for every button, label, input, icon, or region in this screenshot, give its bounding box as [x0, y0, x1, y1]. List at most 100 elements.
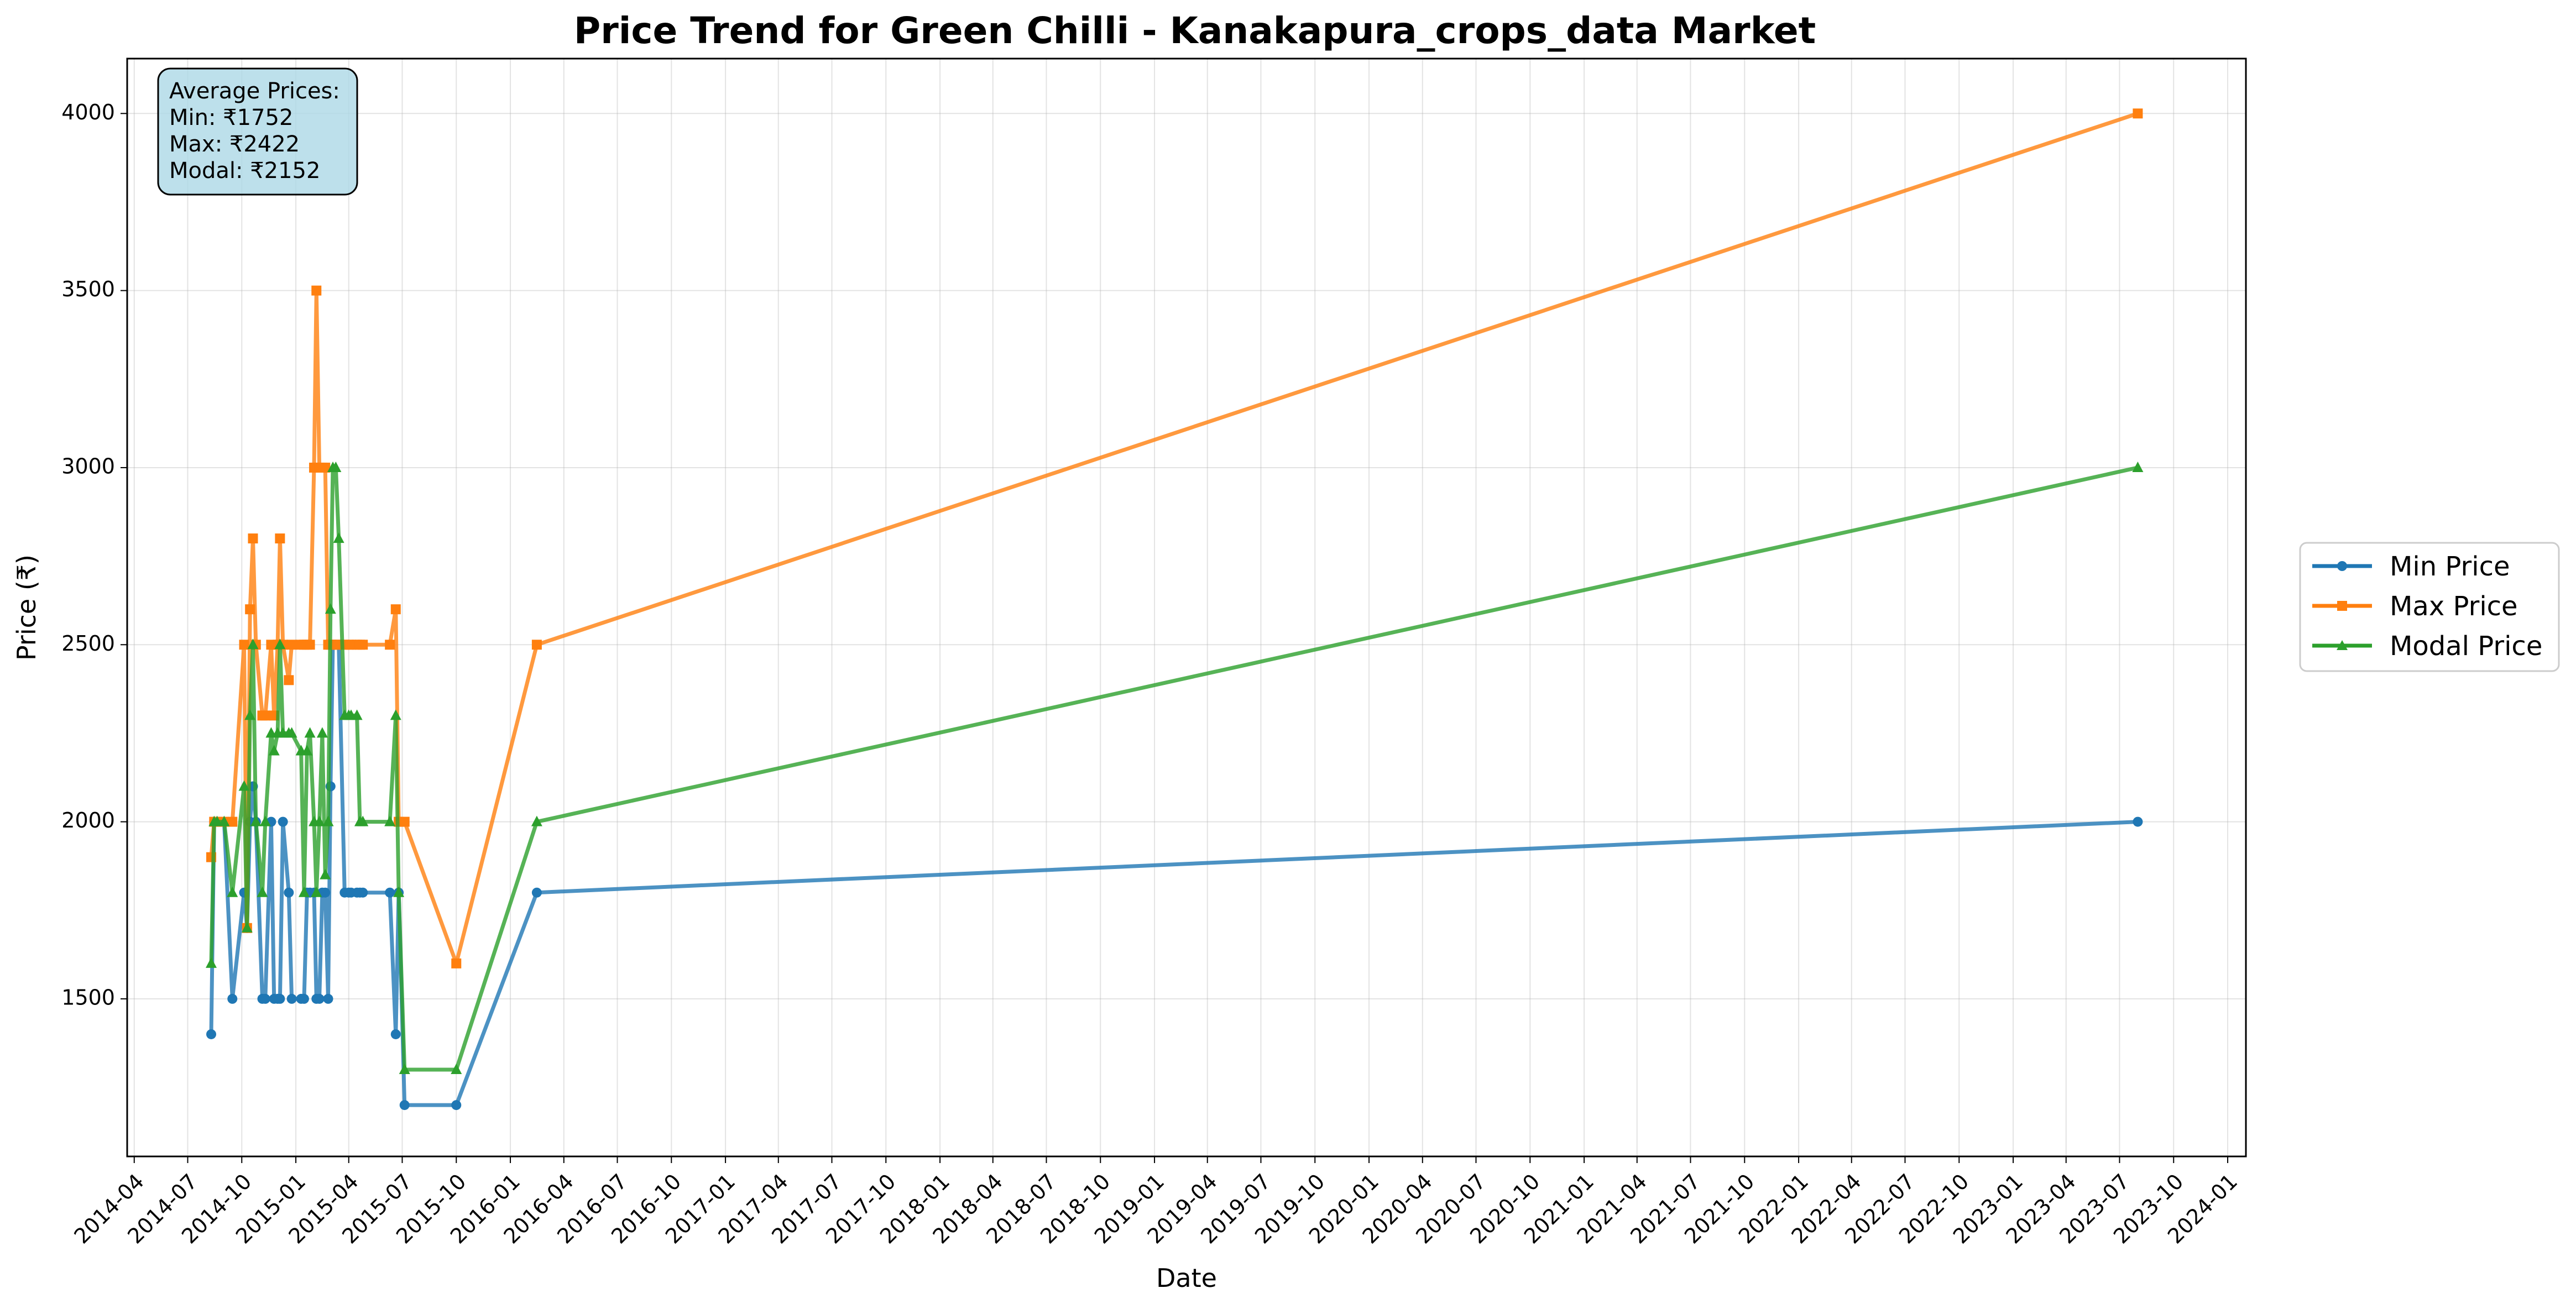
data-point-modal-price [531, 815, 542, 826]
average-prices-box: Average Prices: Min: ₹1752 Max: ₹2422 Mo… [157, 67, 358, 196]
average-min-price: Min: ₹1752 [169, 105, 293, 130]
data-point-modal-price [325, 603, 336, 614]
data-point-modal-price [311, 886, 322, 897]
data-point-modal-price [218, 815, 230, 826]
data-point-max-price [260, 710, 270, 721]
data-point-min-price [323, 993, 333, 1004]
data-point-max-price [305, 640, 315, 650]
legend: Min Price Max Price Modal Price [2299, 542, 2560, 672]
data-point-modal-price [333, 532, 344, 543]
series-modal-price [206, 461, 2144, 1075]
data-point-modal-price [304, 727, 316, 738]
y-tick-label: 2500 [61, 631, 115, 656]
x-axis-label: Date [1156, 1263, 1217, 1293]
data-point-min-price [385, 887, 395, 898]
plot-area-frame [126, 57, 2247, 1158]
data-point-max-price [284, 675, 294, 685]
legend-entry-min-price: Min Price [2312, 551, 2510, 582]
data-point-modal-price [330, 461, 342, 472]
data-point-modal-price [322, 815, 334, 826]
average-prices-box-background [157, 67, 358, 196]
data-point-modal-price [313, 815, 325, 826]
data-point-modal-price [298, 886, 310, 897]
data-point-max-price [248, 533, 258, 544]
data-point-modal-price [390, 709, 401, 720]
data-point-max-price [239, 640, 249, 650]
y-axis-label: Price (₹) [12, 554, 41, 661]
legend-frame [2299, 542, 2560, 672]
legend-marker-modal-price [2337, 640, 2348, 650]
data-point-min-price [2133, 816, 2143, 827]
data-point-max-price [286, 640, 297, 650]
legend-label-max-price: Max Price [2390, 591, 2518, 622]
data-point-max-price [2133, 108, 2143, 119]
data-point-min-price [399, 1100, 410, 1111]
data-point-min-price [299, 993, 309, 1004]
data-point-max-price [399, 816, 410, 827]
legend-entry-modal-price: Modal Price [2312, 631, 2542, 662]
data-point-modal-price [250, 815, 262, 826]
average-modal-price: Modal: ₹2152 [169, 158, 320, 184]
data-point-modal-price [351, 709, 363, 720]
data-point-max-price [385, 640, 395, 650]
grid-layer [127, 59, 2246, 1156]
data-point-max-price [227, 816, 238, 827]
data-point-min-price [314, 993, 325, 1004]
data-point-min-price [451, 1100, 462, 1111]
data-point-modal-price [238, 780, 250, 791]
y-tick-label: 3000 [61, 454, 115, 478]
chart-title: Price Trend for Green Chilli - Kanakapur… [574, 9, 1816, 52]
data-point-max-price [531, 640, 542, 650]
data-point-min-price [320, 887, 331, 898]
data-point-min-price [278, 816, 288, 827]
data-point-modal-price [357, 815, 369, 826]
y-tick-label: 2000 [61, 808, 115, 832]
data-point-modal-price [451, 1064, 462, 1075]
y-tick-label: 3500 [61, 277, 115, 301]
data-point-min-price [260, 993, 270, 1004]
y-tick-label: 4000 [61, 100, 115, 124]
legend-entry-max-price: Max Price [2312, 591, 2518, 622]
data-point-min-price [358, 887, 368, 898]
data-point-modal-price [211, 815, 223, 826]
data-point-max-price [451, 958, 462, 968]
data-point-modal-price [2132, 461, 2144, 472]
y-axis-ticks: 1500 2000 2500 3000 3500 4000 [61, 100, 127, 1009]
y-tick-label: 1500 [61, 985, 115, 1009]
data-point-modal-price [274, 638, 286, 650]
data-point-modal-price [286, 727, 297, 738]
data-point-modal-price [301, 745, 313, 756]
average-max-price: Max: ₹2422 [169, 132, 300, 157]
legend-marker-max-price [2337, 601, 2347, 611]
data-point-modal-price [399, 1064, 410, 1075]
series-layer [206, 108, 2144, 1111]
legend-label-modal-price: Modal Price [2390, 631, 2542, 662]
data-point-max-price [275, 533, 285, 544]
data-point-modal-price [316, 727, 328, 738]
data-point-modal-price [244, 709, 256, 720]
data-point-max-price [358, 640, 368, 650]
data-point-max-price [390, 604, 401, 615]
average-prices-heading: Average Prices: [169, 78, 340, 104]
data-point-min-price [206, 1029, 217, 1039]
data-point-max-price [245, 604, 255, 615]
data-point-max-price [320, 462, 331, 473]
data-point-max-price [311, 285, 322, 296]
data-point-min-price [275, 993, 285, 1004]
data-point-min-price [531, 887, 542, 898]
data-point-modal-price [259, 815, 271, 826]
data-point-min-price [284, 887, 294, 898]
data-point-modal-price [393, 886, 405, 897]
data-point-min-price [286, 993, 297, 1004]
data-point-modal-price [268, 745, 280, 756]
data-point-min-price [390, 1029, 401, 1039]
legend-marker-min-price [2337, 561, 2347, 571]
data-point-modal-price [227, 886, 238, 897]
data-point-modal-price [257, 886, 268, 897]
legend-label-min-price: Min Price [2390, 551, 2510, 582]
data-point-min-price [227, 993, 238, 1004]
data-point-modal-price [206, 957, 217, 968]
data-point-modal-price [247, 638, 259, 650]
